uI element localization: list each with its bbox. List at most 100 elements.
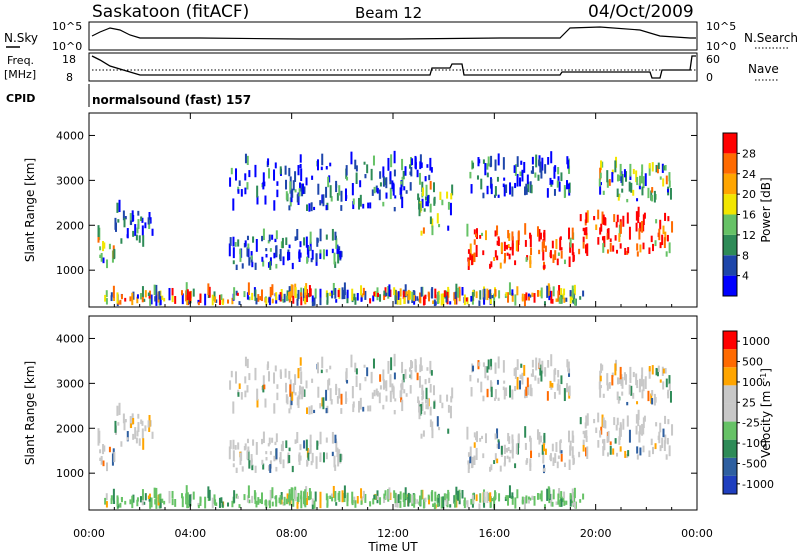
power-echo — [626, 212, 629, 224]
power-echo — [429, 180, 432, 190]
power-echo — [102, 241, 105, 252]
power-echo — [505, 292, 508, 297]
velocity-echo — [308, 406, 311, 415]
velocity-echo — [469, 456, 472, 464]
power-echo — [400, 181, 403, 185]
velocity-echo — [513, 368, 516, 376]
velocity-echo — [614, 438, 617, 444]
velocity-echo — [453, 495, 456, 504]
power-echo — [268, 297, 271, 306]
velocity-echo — [625, 374, 628, 385]
x-tick-label: 08:00 — [276, 527, 308, 540]
power-echo — [354, 159, 357, 170]
velocity-echo — [122, 413, 125, 424]
velocity-echo — [616, 417, 619, 426]
power-echo — [563, 297, 566, 303]
power-echo — [351, 288, 354, 301]
velocity-echo — [396, 495, 399, 508]
power-echo — [529, 255, 532, 268]
velocity-echo — [288, 447, 291, 452]
velocity-echo — [446, 494, 449, 508]
velocity-echo — [269, 464, 272, 473]
velocity-echo — [475, 436, 478, 441]
velocity-echo — [641, 389, 644, 399]
power-echo — [250, 255, 253, 260]
power-echo — [325, 249, 328, 257]
velocity-echo — [371, 392, 374, 399]
velocity-echo — [302, 390, 305, 398]
velocity-echo — [478, 503, 481, 509]
velocity-echo — [551, 383, 554, 388]
velocity-echo — [488, 493, 491, 501]
velocity-echo — [629, 366, 632, 380]
power-echo — [265, 297, 268, 306]
power-echo — [285, 179, 288, 190]
power-echo — [614, 160, 617, 173]
velocity-echo — [417, 396, 420, 404]
colorbar-swatch — [723, 403, 737, 422]
power-echo — [516, 156, 519, 167]
velocity-echo — [389, 374, 392, 384]
velocity-echo — [542, 443, 545, 452]
power-echo — [227, 299, 230, 304]
power-echo — [530, 247, 533, 256]
power-echo — [475, 244, 478, 258]
velocity-echo — [624, 450, 627, 458]
velocity-echo — [314, 491, 317, 502]
cpid-label: CPID — [6, 92, 35, 105]
power-echo — [285, 295, 288, 302]
velocity-echo — [189, 494, 192, 506]
power-echo — [549, 250, 552, 259]
velocity-echo — [541, 360, 544, 374]
power-echo — [534, 172, 537, 178]
power-echo — [298, 188, 301, 197]
power-echo — [138, 235, 141, 243]
velocity-echo — [334, 490, 337, 502]
power-echo — [149, 294, 152, 306]
velocity-echo — [305, 492, 308, 506]
power-echo — [337, 253, 340, 264]
power-echo — [142, 235, 145, 247]
power-echo — [132, 230, 135, 237]
velocity-echo — [508, 485, 511, 498]
power-echo — [313, 206, 316, 211]
velocity-echo — [560, 453, 563, 462]
power-echo — [126, 228, 129, 239]
velocity-echo — [538, 361, 541, 368]
velocity-echo — [547, 486, 550, 499]
power-echo — [493, 194, 496, 198]
power-echo — [330, 196, 333, 202]
velocity-echo — [586, 446, 589, 459]
power-echo — [511, 293, 514, 302]
velocity-echo — [309, 434, 312, 447]
velocity-echo — [376, 495, 379, 500]
power-echo — [642, 242, 645, 250]
velocity-echo — [103, 445, 106, 452]
power-echo — [516, 173, 519, 187]
power-echo — [423, 208, 426, 212]
velocity-echo — [304, 489, 307, 499]
colorbar-tick-label: 24 — [742, 168, 756, 181]
power-echo — [434, 288, 437, 299]
velocity-echo — [465, 500, 468, 505]
power-echo — [651, 162, 654, 172]
nsearch-tick-bottom: 10^0 — [706, 40, 736, 53]
velocity-echo — [240, 392, 243, 400]
y-tick-label: 4000 — [56, 332, 84, 345]
velocity-echo — [237, 442, 240, 450]
power-echo — [496, 240, 499, 246]
velocity-echo — [414, 358, 417, 372]
velocity-echo — [250, 454, 253, 463]
velocity-echo — [123, 420, 126, 431]
velocity-echo — [340, 454, 343, 461]
velocity-echo — [297, 368, 300, 379]
power-echo — [308, 203, 311, 212]
power-echo — [664, 231, 667, 241]
power-echo — [547, 283, 550, 296]
power-echo — [300, 168, 303, 182]
velocity-echo — [523, 497, 526, 510]
power-echo — [376, 292, 379, 297]
velocity-echo — [668, 445, 671, 457]
power-echo — [478, 300, 481, 306]
velocity-echo — [454, 502, 457, 508]
